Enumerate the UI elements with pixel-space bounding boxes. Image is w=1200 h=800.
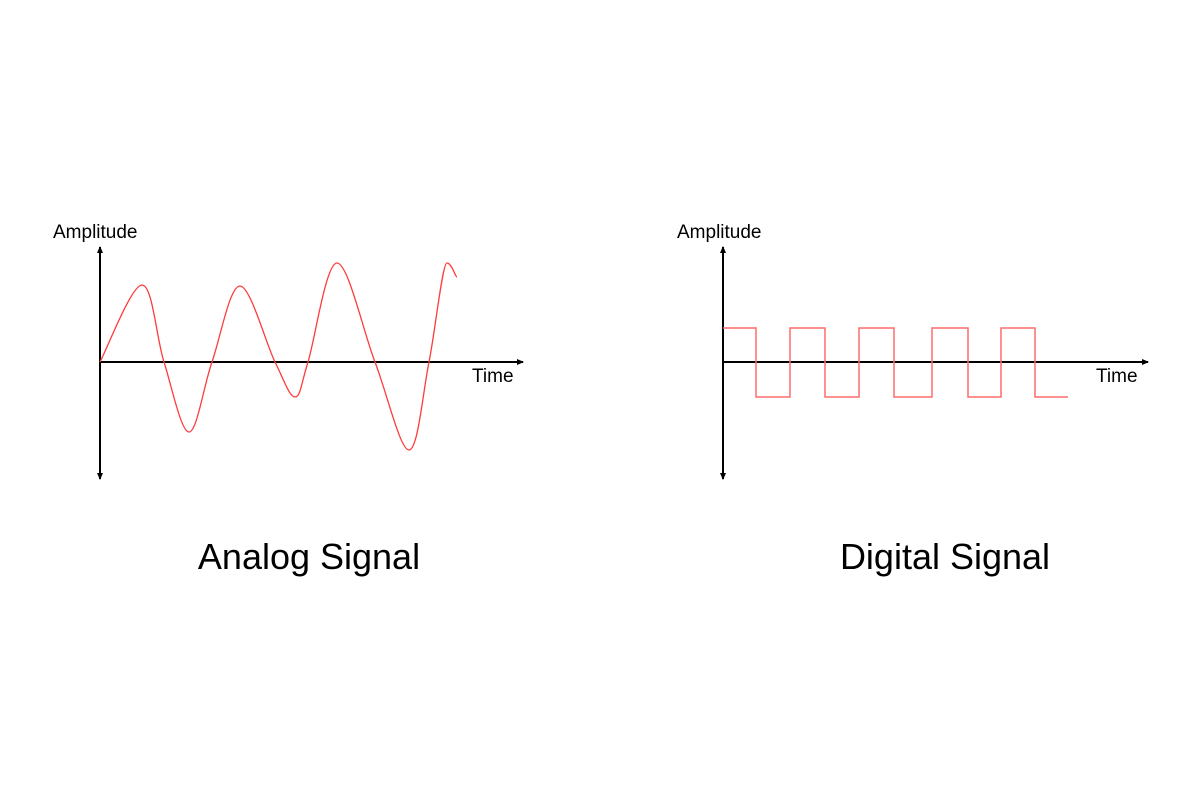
digital-panel: Amplitude Time Digital Signal (677, 222, 1149, 577)
analog-title: Analog Signal (198, 536, 420, 577)
analog-y-axis-label: Amplitude (53, 222, 138, 243)
digital-y-axis-label: Amplitude (677, 222, 762, 243)
analog-wave (99, 262, 458, 451)
analog-panel: Amplitude Time Analog Signal (53, 222, 524, 577)
digital-title: Digital Signal (840, 536, 1050, 577)
analog-x-axis-label: Time (472, 366, 514, 387)
digital-x-axis-label: Time (1096, 366, 1138, 387)
digital-wave (723, 327, 1068, 398)
